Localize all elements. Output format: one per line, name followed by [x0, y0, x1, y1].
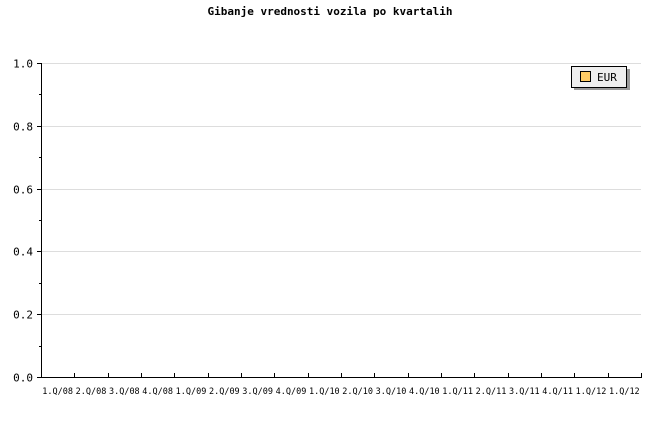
y-tick-label: 0.0: [13, 372, 33, 385]
legend-swatch-eur: [580, 71, 591, 82]
x-tick-labels: 1.Q/08 2.Q/08 3.Q/08 4.Q/08 1.Q/09 2.Q/09 3.Q/…: [42, 387, 639, 397]
x-tick-label: 2.Q/11: [476, 387, 507, 397]
x-tick-label: 4.Q/11: [542, 387, 573, 397]
legend-label-eur: EUR: [597, 71, 617, 84]
x-tick-label: 1.Q/12: [609, 387, 640, 397]
x-tick-label: 3.Q/09: [242, 387, 273, 397]
y-tick-label: 0.2: [13, 309, 33, 322]
x-tick-label: 2.Q/09: [209, 387, 240, 397]
legend: EUR: [571, 66, 630, 90]
x-tick-label: 1.Q/10: [309, 387, 340, 397]
x-tick-label: 3.Q/10: [376, 387, 407, 397]
x-tick-label: 1.Q/12: [576, 387, 607, 397]
x-tick-label: 2.Q/08: [76, 387, 107, 397]
y-tick-label: 0.8: [13, 121, 33, 134]
x-tick-label: 3.Q/08: [109, 387, 140, 397]
x-tick-label: 1.Q/08: [42, 387, 73, 397]
chart-title: Gibanje vrednosti vozila po kvartalih: [207, 5, 452, 18]
x-tick-label: 4.Q/10: [409, 387, 440, 397]
x-tick-label: 4.Q/09: [276, 387, 307, 397]
x-tick-label: 1.Q/09: [176, 387, 207, 397]
y-tick-label: 0.6: [13, 184, 33, 197]
x-tick-label: 3.Q/11: [509, 387, 540, 397]
grid: [41, 63, 641, 315]
y-tick-labels: 0.0 0.2 0.4 0.6 0.8 1.0: [13, 58, 33, 385]
y-tick-label: 0.4: [13, 246, 33, 259]
axes: [37, 63, 642, 378]
y-tick-label: 1.0: [13, 58, 33, 71]
x-tick-label: 2.Q/10: [342, 387, 373, 397]
x-tick-label: 4.Q/08: [142, 387, 173, 397]
x-tick-label: 1.Q/11: [442, 387, 473, 397]
